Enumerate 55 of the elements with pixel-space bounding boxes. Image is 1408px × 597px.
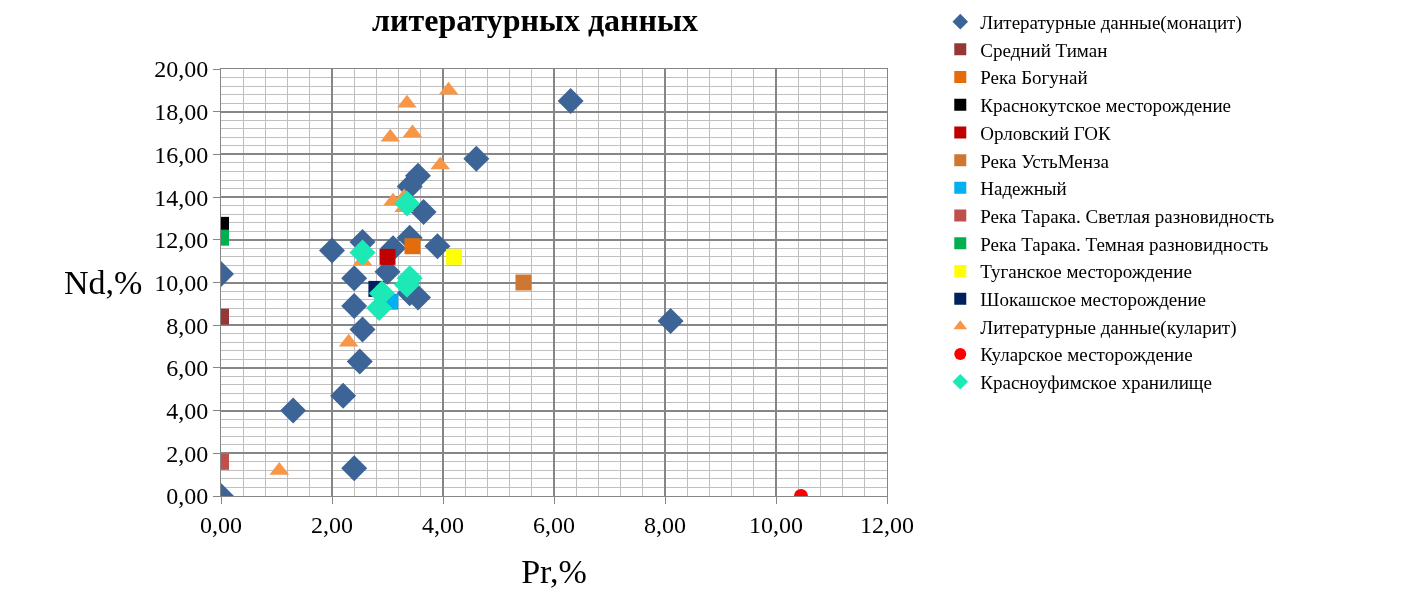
x-tick-label: 8,00 [644, 511, 686, 538]
point [557, 88, 584, 115]
x-tick-label: 0,00 [200, 511, 242, 538]
legend-label: Краснокутское месторождение [980, 95, 1232, 117]
y-tick-label: 14,00 [154, 184, 209, 211]
x-tick-label: 12,00 [860, 511, 914, 538]
point [341, 265, 368, 292]
y-tick-label: 12,00 [154, 227, 209, 254]
point [280, 397, 307, 424]
legend-label: Литературные данные(монацит) [980, 12, 1242, 35]
y-tick-label: 0,00 [166, 483, 209, 510]
legend-label: Река Тарака. Темная разновидность [980, 233, 1269, 255]
legend-label: Река Богунай [980, 67, 1088, 89]
legend-label: Надежный [980, 178, 1067, 200]
legend-label: Средний Тиман [980, 39, 1108, 61]
point [657, 307, 684, 334]
point [515, 274, 532, 291]
point [341, 292, 368, 319]
y-tick-label: 8,00 [166, 312, 209, 339]
x-tick-label: 4,00 [422, 511, 464, 538]
x-axis-title: Pr,% [521, 553, 587, 591]
point [349, 316, 376, 343]
point [424, 233, 451, 260]
point [330, 382, 357, 409]
y-tick-label: 18,00 [154, 99, 209, 126]
legend-label: Туганское месторождение [980, 261, 1192, 283]
legend-label: Литературные данные(куларит) [980, 316, 1237, 339]
y-axis-title: Nd,% [64, 264, 143, 301]
y-tick-label: 6,00 [166, 355, 209, 382]
y-tick-label: 10,00 [154, 269, 209, 296]
point [393, 190, 420, 217]
y-tick-label: 16,00 [154, 141, 209, 168]
legend-label: Орловский ГОК [980, 122, 1112, 144]
point [379, 248, 396, 265]
x-tick-label: 2,00 [311, 511, 353, 538]
legend-label: Куларское месторождение [980, 344, 1193, 366]
point [404, 238, 421, 255]
point [446, 248, 463, 265]
legend-label: Река УстьМенза [980, 150, 1110, 172]
point [410, 199, 437, 226]
y-tick-label: 20,00 [154, 56, 209, 83]
legend-label: Река Тарака. Светлая разновидность [980, 205, 1275, 227]
x-tick-label: 6,00 [533, 511, 575, 538]
point [346, 348, 373, 375]
point [319, 237, 345, 264]
point [397, 94, 417, 108]
chart-title: литературных данных [372, 2, 698, 39]
point [341, 455, 368, 482]
y-tick-label: 4,00 [166, 398, 209, 424]
legend-label: Красноуфимское хранилище [980, 372, 1212, 394]
y-tick-label: 2,00 [166, 440, 209, 467]
x-tick-label: 10,00 [749, 511, 803, 538]
legend-label: Шокашское месторождение [980, 289, 1207, 311]
point [463, 145, 490, 172]
point [349, 239, 376, 266]
